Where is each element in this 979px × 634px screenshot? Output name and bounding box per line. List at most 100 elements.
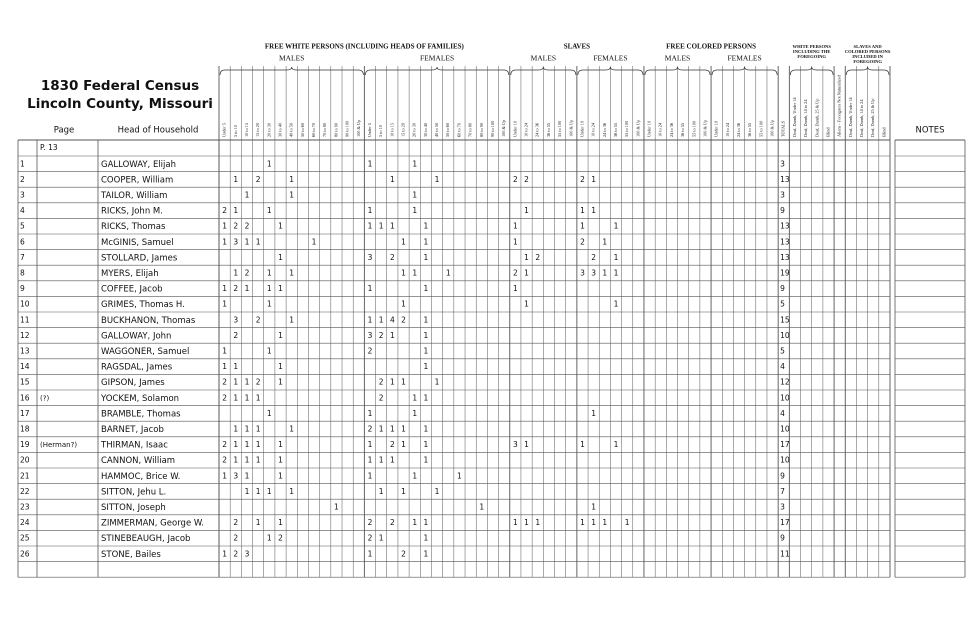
count: 2	[245, 269, 250, 278]
column-header: 80 to 90	[333, 123, 338, 137]
head-header: Head of Household	[118, 126, 199, 136]
count: 1	[424, 549, 429, 558]
count: 1	[412, 191, 417, 200]
count: 2	[390, 253, 395, 262]
row-total: 4	[780, 409, 785, 418]
count: 2	[368, 518, 373, 527]
count: 2	[379, 378, 384, 387]
count: 1	[267, 347, 272, 356]
head-of-household: CANNON, William	[101, 456, 175, 466]
count: 1	[222, 222, 227, 231]
count: 1	[379, 456, 384, 465]
head-of-household: TAILOR, William	[100, 191, 167, 201]
column-header: 10 to 24	[658, 122, 663, 137]
count: 3	[513, 440, 518, 449]
count: 1	[267, 284, 272, 293]
row-number: 23	[20, 503, 30, 512]
head-of-household: STONE, Bailes	[101, 550, 161, 560]
count: 1	[401, 237, 406, 246]
count: 1	[379, 315, 384, 324]
count: 1	[256, 425, 261, 434]
count: 1	[278, 362, 283, 371]
column-header: 36 to 55	[546, 123, 551, 137]
count: 1	[513, 284, 518, 293]
count: 1	[278, 518, 283, 527]
column-header: 36 to 55	[613, 123, 618, 137]
count: 1	[401, 425, 406, 434]
count: 1	[289, 175, 294, 184]
count: 1	[424, 425, 429, 434]
column-header: 80 to 90	[479, 123, 484, 137]
column-header: 60 to 70	[311, 123, 316, 137]
brace	[219, 66, 364, 76]
count: 1	[267, 159, 272, 168]
set-label: MALES	[531, 54, 556, 63]
count: 1	[591, 518, 596, 527]
count: 1	[368, 440, 373, 449]
count: 1	[368, 222, 373, 231]
count: 1	[390, 425, 395, 434]
count: 1	[289, 425, 294, 434]
row-total: 5	[780, 347, 785, 356]
head-of-household: BRAMBLE, Thomas	[101, 409, 181, 419]
count: 1	[580, 222, 585, 231]
count: 1	[591, 175, 596, 184]
count: 1	[524, 269, 529, 278]
count: 1	[424, 440, 429, 449]
count: 2	[368, 425, 373, 434]
column-header: 10 to 24	[591, 122, 596, 137]
head-of-household: COOPER, William	[101, 175, 173, 185]
count: 1	[524, 300, 529, 309]
count: 4	[390, 315, 395, 324]
count: 1	[580, 518, 585, 527]
head-of-household: HAMMOC, Brice W.	[101, 472, 180, 482]
row-total: 13	[780, 222, 790, 231]
count: 1	[390, 331, 395, 340]
row-total: 9	[780, 471, 785, 480]
count: 1	[267, 269, 272, 278]
count: 1	[424, 222, 429, 231]
head-of-household: GRIMES, Thomas H.	[101, 300, 185, 310]
count: 2	[580, 237, 585, 246]
count: 2	[222, 440, 227, 449]
column-header: Deaf, Dumb, Under 14	[848, 97, 854, 137]
column-header: 100 & Up	[356, 120, 361, 137]
row-number: 26	[20, 549, 30, 558]
count: 2	[368, 347, 373, 356]
count: 1	[379, 534, 384, 543]
count: 1	[412, 269, 417, 278]
count: 1	[435, 175, 440, 184]
count: 2	[401, 549, 406, 558]
column-header: 15 to 20	[255, 123, 260, 137]
head-of-household: McGINIS, Samuel	[101, 238, 174, 248]
count: 1	[524, 440, 529, 449]
count: 1	[614, 300, 619, 309]
count: 1	[513, 237, 518, 246]
count: 1	[580, 206, 585, 215]
count: 1	[379, 222, 384, 231]
head-of-household: RAGSDAL, James	[101, 363, 173, 373]
count: 2	[222, 393, 227, 402]
row-total: 3	[780, 191, 785, 200]
count: 1	[233, 425, 238, 434]
row-number: 1	[20, 159, 25, 168]
row-total: 15	[780, 315, 790, 324]
row-number: 14	[20, 362, 30, 371]
row-total: 13	[780, 253, 790, 262]
count: 1	[412, 206, 417, 215]
row-total: 3	[780, 503, 785, 512]
row-number: 8	[20, 269, 25, 278]
count: 1	[245, 471, 250, 480]
count: 1	[368, 409, 373, 418]
count: 1	[233, 206, 238, 215]
column-header: Aliens - Foreigners Not Naturalized	[837, 74, 842, 137]
count: 1	[256, 393, 261, 402]
count: 1	[614, 440, 619, 449]
head-of-household: RICKS, Thomas	[101, 222, 166, 232]
count: 1	[233, 393, 238, 402]
count: 1	[368, 456, 373, 465]
count: 2	[256, 378, 261, 387]
row-number: 10	[20, 300, 30, 309]
count: 1	[379, 487, 384, 496]
count: 1	[245, 284, 250, 293]
